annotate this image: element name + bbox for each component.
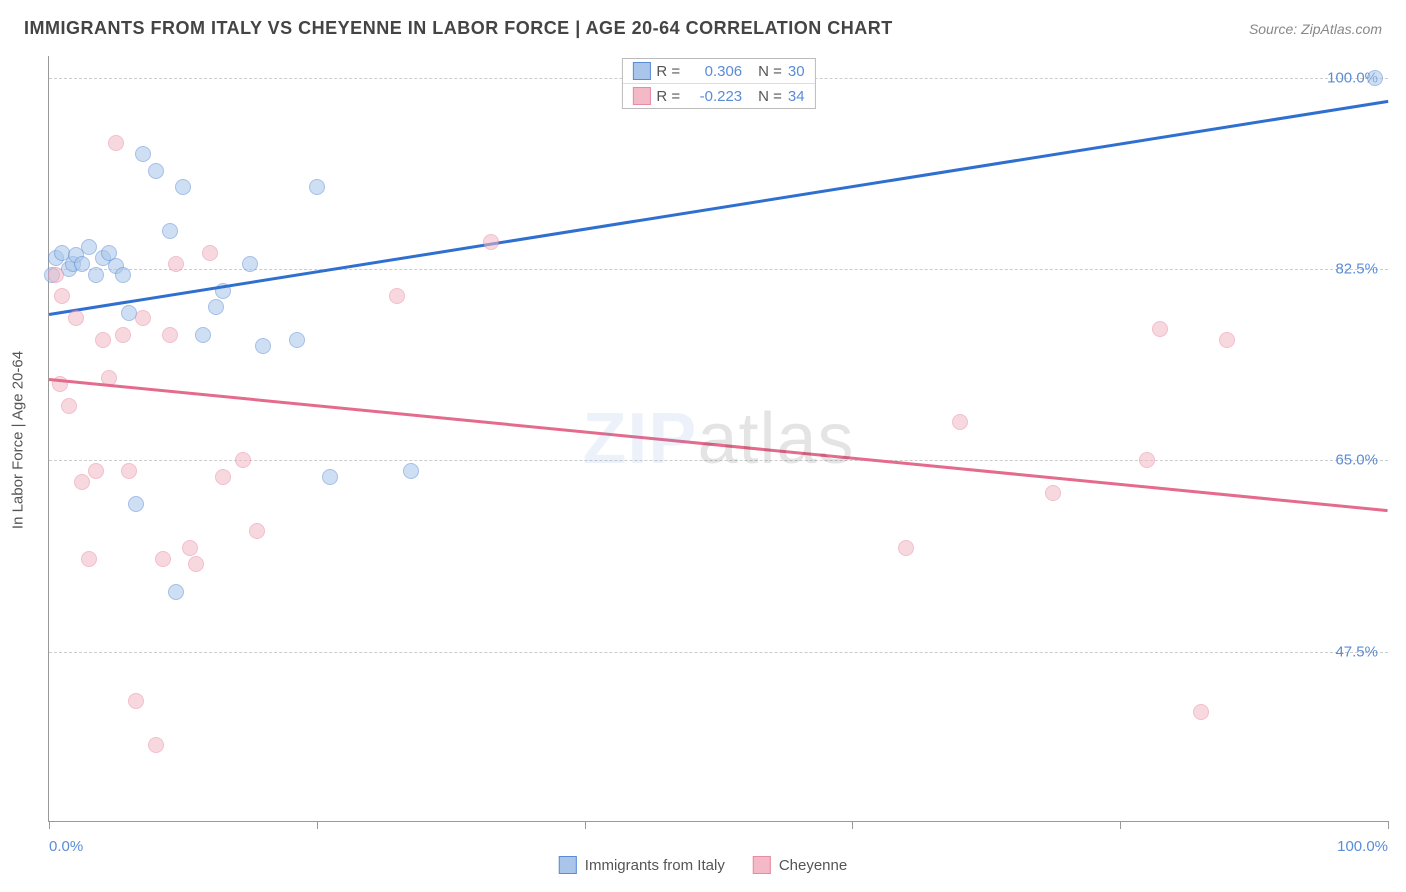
x-tick: [317, 821, 318, 829]
scatter-point: [1045, 485, 1061, 501]
scatter-point: [108, 135, 124, 151]
scatter-point: [168, 256, 184, 272]
legend-r-label: R =: [656, 88, 680, 105]
scatter-point: [68, 310, 84, 326]
x-tick: [49, 821, 50, 829]
scatter-point: [128, 693, 144, 709]
scatter-point: [88, 463, 104, 479]
legend-r-label: R =: [656, 63, 680, 80]
scatter-point: [255, 338, 271, 354]
scatter-point: [182, 540, 198, 556]
legend-swatch: [632, 87, 650, 105]
legend-swatch: [559, 856, 577, 874]
scatter-point: [74, 256, 90, 272]
scatter-point: [389, 288, 405, 304]
scatter-point: [162, 223, 178, 239]
scatter-point: [1139, 452, 1155, 468]
scatter-point: [483, 234, 499, 250]
trend-line: [49, 100, 1388, 316]
scatter-point: [1152, 321, 1168, 337]
scatter-point: [74, 474, 90, 490]
scatter-point: [48, 267, 64, 283]
y-tick-label: 47.5%: [1335, 643, 1378, 660]
watermark-bold: ZIP: [582, 399, 697, 479]
scatter-point: [1219, 332, 1235, 348]
watermark: ZIPatlas: [582, 398, 854, 480]
scatter-point: [208, 299, 224, 315]
source-label: Source: ZipAtlas.com: [1249, 21, 1382, 37]
gridline: [49, 652, 1388, 653]
legend-bottom: Immigrants from Italy Cheyenne: [559, 856, 847, 874]
legend-top-row: R = 0.306 N = 30: [622, 59, 814, 83]
legend-swatch: [632, 62, 650, 80]
y-axis-label: In Labor Force | Age 20-64: [10, 351, 27, 529]
scatter-point: [249, 523, 265, 539]
scatter-point: [81, 239, 97, 255]
x-tick: [585, 821, 586, 829]
legend-n-value: 34: [788, 88, 805, 105]
scatter-point: [128, 496, 144, 512]
y-tick-label: 65.0%: [1335, 452, 1378, 469]
scatter-point: [148, 737, 164, 753]
scatter-point: [1193, 704, 1209, 720]
scatter-point: [1367, 70, 1383, 86]
legend-bottom-item: Cheyenne: [753, 856, 847, 874]
chart-title: IMMIGRANTS FROM ITALY VS CHEYENNE IN LAB…: [24, 18, 893, 39]
legend-top: R = 0.306 N = 30 R = -0.223 N = 34: [621, 58, 815, 109]
scatter-point: [135, 310, 151, 326]
scatter-point: [54, 288, 70, 304]
scatter-point: [289, 332, 305, 348]
legend-swatch: [753, 856, 771, 874]
scatter-point: [188, 556, 204, 572]
watermark-rest: atlas: [697, 399, 854, 479]
x-tick: [852, 821, 853, 829]
scatter-point: [952, 414, 968, 430]
scatter-point: [148, 163, 164, 179]
scatter-point: [88, 267, 104, 283]
scatter-point: [195, 327, 211, 343]
scatter-point: [115, 327, 131, 343]
chart-plot-area: ZIPatlas R = 0.306 N = 30 R = -0.223 N = 34 47.…: [48, 56, 1388, 822]
legend-bottom-item: Immigrants from Italy: [559, 856, 725, 874]
x-tick-label: 0.0%: [49, 838, 83, 855]
legend-series-label: Cheyenne: [779, 857, 847, 874]
legend-top-row: R = -0.223 N = 34: [622, 83, 814, 108]
scatter-point: [121, 463, 137, 479]
legend-r-value: 0.306: [686, 63, 742, 80]
x-tick: [1388, 821, 1389, 829]
scatter-point: [175, 179, 191, 195]
scatter-point: [403, 463, 419, 479]
x-tick-label: 100.0%: [1337, 838, 1388, 855]
scatter-point: [115, 267, 131, 283]
legend-r-value: -0.223: [686, 88, 742, 105]
scatter-point: [61, 398, 77, 414]
scatter-point: [155, 551, 171, 567]
scatter-point: [898, 540, 914, 556]
scatter-point: [135, 146, 151, 162]
legend-n-label: N =: [758, 63, 782, 80]
scatter-point: [235, 452, 251, 468]
trend-line: [49, 378, 1388, 512]
scatter-point: [168, 584, 184, 600]
scatter-point: [322, 469, 338, 485]
legend-n-label: N =: [758, 88, 782, 105]
scatter-point: [309, 179, 325, 195]
legend-n-value: 30: [788, 63, 805, 80]
legend-series-label: Immigrants from Italy: [585, 857, 725, 874]
scatter-point: [95, 332, 111, 348]
scatter-point: [162, 327, 178, 343]
scatter-point: [202, 245, 218, 261]
scatter-point: [81, 551, 97, 567]
y-tick-label: 82.5%: [1335, 261, 1378, 278]
x-tick: [1120, 821, 1121, 829]
scatter-point: [215, 469, 231, 485]
scatter-point: [242, 256, 258, 272]
